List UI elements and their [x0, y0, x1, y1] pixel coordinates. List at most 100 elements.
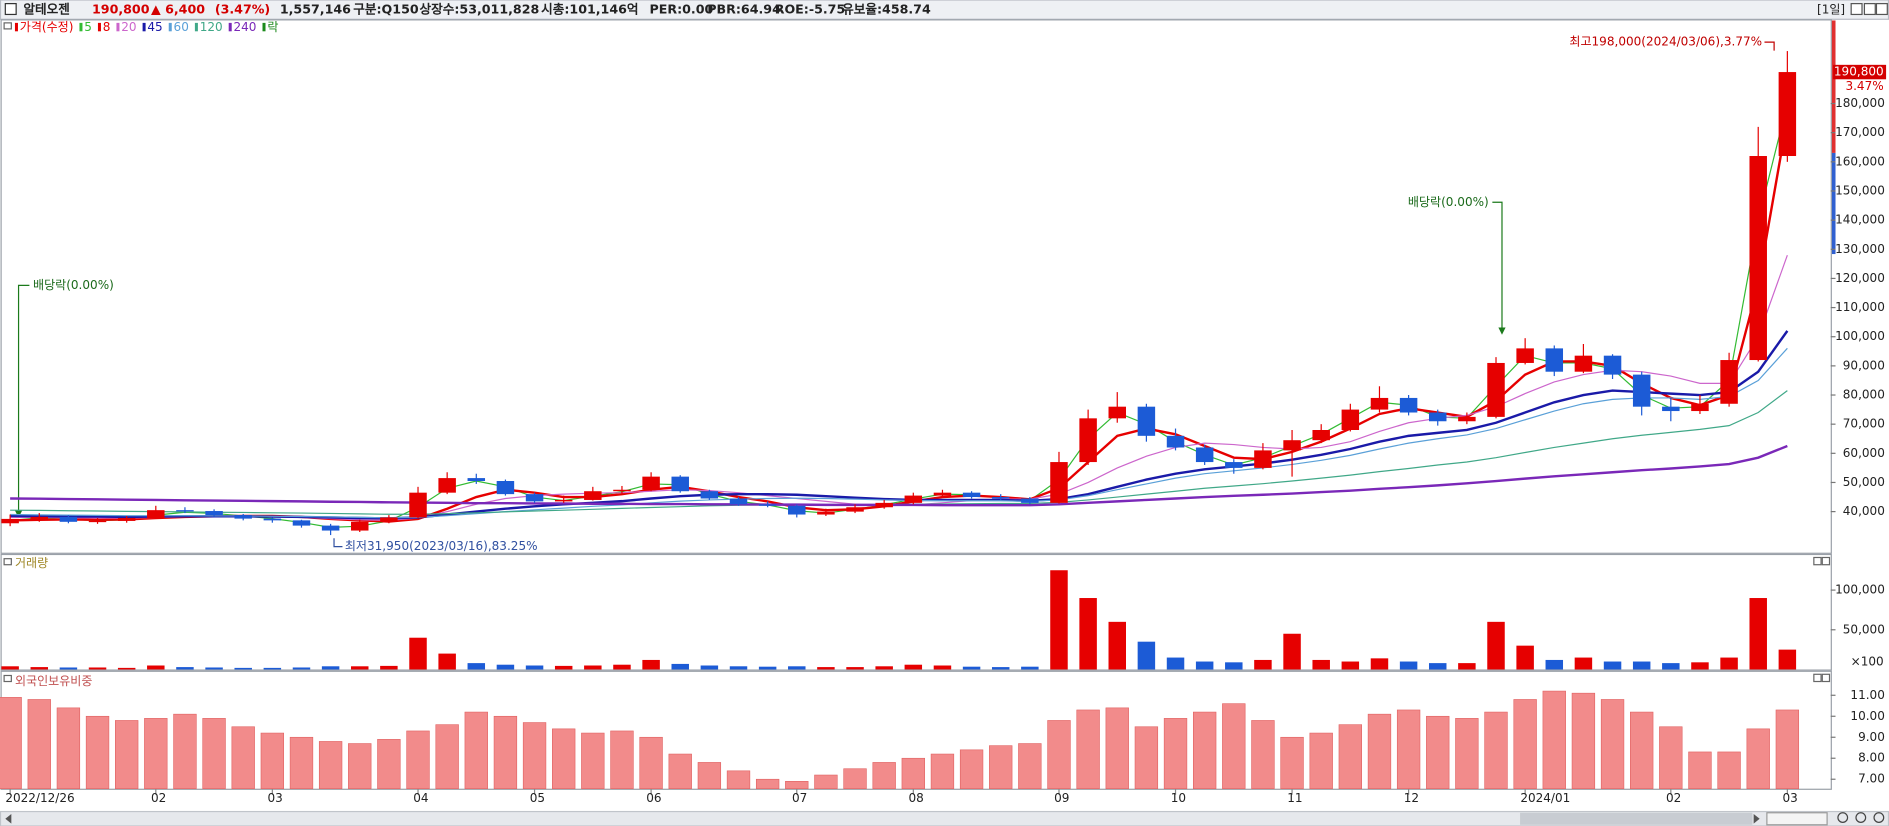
price-change: ▲ 6,400 [151, 2, 205, 17]
foreign-ratio-bar [1192, 711, 1217, 789]
volume-bar [1108, 621, 1126, 670]
volume-bar [1399, 661, 1418, 670]
last-change-label: 3.47% [1845, 79, 1883, 93]
foreign-ratio-bar [1280, 736, 1304, 789]
period-button[interactable]: [1일] [1817, 3, 1845, 17]
foreign-ratio-bar [260, 732, 285, 789]
legend-label: 락 [267, 20, 278, 34]
candle-body [1778, 72, 1797, 157]
foreign-ratio-bar [1571, 692, 1596, 789]
candle-body [234, 515, 252, 519]
moving-average [10, 444, 1788, 507]
volume-bar [1691, 662, 1709, 670]
last-price-label: 190,800 [1834, 65, 1884, 79]
foreign-ratio-bar [115, 720, 139, 789]
x-tick-label: 05 [530, 791, 545, 805]
volume-bar [1341, 661, 1360, 670]
panel-button[interactable] [3, 558, 12, 566]
y-tick-label: 100,000 [1835, 583, 1885, 597]
foreign-ratio-bar [1367, 713, 1392, 789]
reserve-ratio: 유보율:458.74 [842, 2, 931, 17]
volume-bar [1050, 570, 1068, 670]
volume-bar [1574, 657, 1593, 670]
foreign-ratio-bar [697, 762, 722, 789]
y-tick-label: 50,000 [1843, 475, 1885, 489]
ex-dividend-label: 배당락(0.00%) [1408, 195, 1489, 209]
foreign-ratio-bar [959, 749, 984, 789]
panel-button[interactable] [1821, 556, 1831, 566]
ex-dividend-label: 배당락(0.00%) [33, 278, 114, 292]
candle-body [788, 505, 806, 515]
panel-button[interactable] [3, 22, 12, 30]
candle-body [1, 518, 19, 524]
candle-body [1574, 355, 1593, 372]
foreign-ratio-bar [930, 753, 955, 789]
volume-bar [1458, 663, 1476, 670]
x-tick-label: 03 [268, 791, 283, 805]
low-note: 최저31,950(2023/03/16),83.25% [333, 538, 538, 553]
x-tick-label: 06 [646, 791, 661, 805]
scroll-thumb[interactable] [1520, 812, 1753, 825]
y-tick-label: 11.00 [1850, 688, 1884, 702]
volume-bar [671, 663, 689, 670]
scroll-left[interactable] [5, 813, 12, 824]
x-tick-label: 2024/01 [1520, 791, 1570, 805]
restore-button[interactable] [1850, 3, 1863, 16]
ex-dividend-line [17, 284, 30, 516]
x-tick-label: 11 [1287, 791, 1302, 805]
volume-bar [1, 666, 19, 670]
foreign-ratio-bar [1396, 709, 1421, 789]
foreign-ratio-bar [1600, 699, 1625, 789]
foreign-ratio-bar [85, 715, 110, 789]
candle-body [613, 489, 631, 492]
volume-bar [875, 666, 893, 670]
foreign-ratio-bar [464, 711, 488, 789]
foreign-title: 외국인보유비중 [15, 674, 92, 688]
candle-body [321, 525, 340, 531]
candle-body [817, 511, 835, 515]
x-tick-label: 07 [792, 791, 807, 805]
volume-bar [846, 667, 864, 670]
volume-bar [991, 667, 1010, 670]
foreign-ratio-bar [27, 699, 51, 789]
candle-body [176, 510, 194, 512]
volume-bar [467, 663, 486, 670]
panel-button[interactable] [3, 674, 12, 683]
volume-bar [1021, 666, 1039, 670]
candle-body [1720, 360, 1738, 404]
price-panel [0, 19, 1832, 554]
candle-body [1312, 429, 1330, 441]
zoom-slider[interactable] [1766, 812, 1828, 826]
legend-swatch [79, 22, 83, 32]
candle-body [525, 494, 544, 502]
candle-body [1137, 406, 1156, 436]
foreign-ratio-bar [318, 741, 343, 789]
zoom-in[interactable] [1873, 812, 1885, 823]
close-button[interactable] [1863, 3, 1876, 16]
close-all-button[interactable] [1875, 3, 1888, 16]
legend-label: 60 [174, 20, 189, 34]
panel-button[interactable] [1813, 556, 1822, 566]
foreign-ratio-bar [1018, 743, 1042, 789]
foreign-ratio-bar [1251, 720, 1275, 789]
legend-swatch [194, 22, 198, 32]
header-checkbox[interactable] [4, 3, 17, 16]
candle-body [292, 520, 311, 526]
zoom-reset[interactable] [1855, 812, 1867, 823]
per: PER:0.00 [650, 2, 714, 17]
volume-bar [554, 665, 573, 670]
stock-name: 알테오젠 [23, 2, 69, 17]
foreign-ratio-bar [1455, 718, 1479, 789]
volume-unit: ×100 [1851, 655, 1884, 669]
pbr: PBR:64.94 [707, 2, 781, 17]
candle-body [1691, 403, 1709, 412]
volume-bar [700, 665, 719, 670]
panel-button[interactable] [1813, 673, 1822, 683]
foreign-ratio-bar [1775, 709, 1800, 789]
candle-body [205, 511, 223, 516]
zoom-out[interactable] [1837, 812, 1849, 823]
panel-button[interactable] [1821, 673, 1831, 683]
scroll-right[interactable] [1753, 813, 1760, 824]
y-tick-label: 7.00 [1858, 772, 1885, 786]
y-tick-label: 180,000 [1835, 96, 1885, 110]
